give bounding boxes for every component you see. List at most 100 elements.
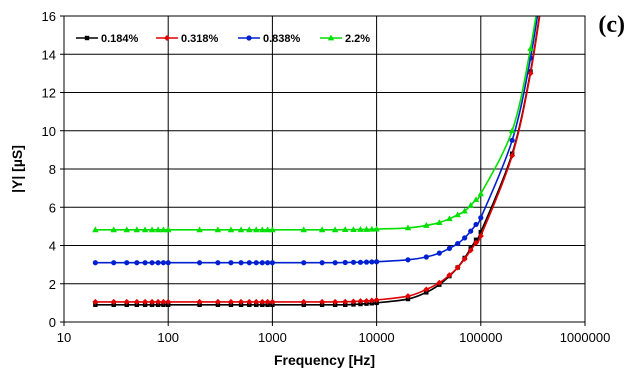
data-point (160, 260, 167, 266)
data-point (478, 215, 484, 221)
y-tick-labels: 0 2 4 6 8 10 12 14 16 (42, 9, 56, 330)
legend-marker (246, 35, 252, 41)
data-point (149, 260, 155, 266)
data-point (269, 260, 275, 266)
data-point (269, 298, 276, 305)
series-2 (92, 16, 539, 266)
data-point (363, 259, 370, 265)
x-axis-title: Frequency [Hz] (274, 352, 375, 368)
x-tick-label: 10 (57, 330, 71, 345)
legend-label: 2.2% (345, 33, 370, 45)
y-tick-label: 2 (49, 277, 56, 292)
data-point (264, 298, 271, 305)
data-point (527, 45, 534, 51)
data-point (357, 259, 364, 265)
x-tick-label: 10000 (359, 330, 395, 345)
x-tick-label: 1000 (258, 330, 287, 345)
data-point (142, 298, 149, 305)
data-point (259, 260, 265, 266)
data-point (369, 259, 375, 265)
data-point (461, 255, 468, 262)
data-point (404, 293, 411, 300)
data-point (319, 298, 326, 305)
data-point (473, 221, 479, 228)
data-point (423, 286, 430, 293)
y-tick-label: 14 (42, 47, 56, 62)
data-point (259, 298, 266, 305)
data-point (92, 226, 99, 233)
data-point (269, 226, 276, 233)
data-point (343, 302, 348, 307)
legend-marker (84, 35, 90, 41)
data-point (436, 250, 442, 256)
y-axis-title: |Y| [µS] (9, 145, 25, 193)
data-point (133, 226, 141, 233)
data-point (350, 298, 357, 305)
data-point (318, 226, 326, 233)
data-point (264, 226, 271, 233)
data-point (141, 226, 149, 233)
grid (60, 15, 586, 326)
data-point (148, 226, 156, 233)
series-1 (92, 16, 541, 305)
data-point (165, 226, 172, 233)
data-point (227, 226, 235, 233)
data-point (123, 298, 130, 305)
data-point (454, 264, 461, 271)
data-point (368, 225, 376, 232)
data-point (342, 259, 348, 266)
data-point (110, 298, 117, 305)
series-line (95, 16, 541, 303)
data-point (111, 260, 117, 266)
legend-label: 0.838% (263, 33, 301, 45)
data-point (92, 260, 98, 266)
y-tick-label: 12 (42, 86, 56, 101)
plot-series (92, 16, 541, 307)
data-point (246, 298, 253, 305)
data-point (196, 226, 203, 233)
data-point (253, 260, 259, 266)
data-point (246, 260, 252, 266)
data-point (462, 235, 468, 241)
data-point (149, 298, 156, 305)
x-tick-label: 100 (157, 330, 179, 345)
data-point (319, 260, 325, 266)
data-point (357, 226, 364, 232)
data-point (110, 226, 117, 233)
x-tick-labels: 10 100 1000 10000 100000 1000000 (57, 330, 611, 345)
data-point (155, 260, 161, 266)
data-point (446, 215, 453, 222)
data-point (508, 127, 516, 134)
data-point (196, 298, 203, 305)
data-point (374, 259, 380, 265)
data-point (227, 298, 234, 305)
data-point (332, 298, 339, 305)
data-point (477, 232, 484, 239)
data-point (253, 298, 260, 305)
data-point (350, 226, 357, 233)
data-point (154, 226, 162, 233)
y-tick-label: 8 (49, 162, 56, 177)
data-point (446, 245, 453, 251)
series-0 (93, 16, 541, 307)
data-point (473, 239, 480, 246)
legend: 0.184% 0.318% 0.838% 2.2% (76, 33, 370, 45)
data-point (331, 226, 339, 233)
legend-marker (164, 35, 170, 41)
data-point (357, 298, 364, 305)
data-point (477, 190, 484, 197)
data-point (214, 226, 222, 233)
data-point (301, 260, 307, 266)
data-point (237, 226, 245, 233)
data-point (342, 298, 349, 305)
y-tick-label: 6 (49, 200, 56, 215)
data-point (215, 260, 221, 266)
data-point (436, 219, 443, 225)
data-point (165, 260, 171, 266)
data-point (124, 260, 130, 266)
data-point (92, 298, 99, 305)
data-point (300, 298, 307, 305)
data-point (405, 257, 411, 263)
y-tick-label: 10 (42, 124, 56, 139)
